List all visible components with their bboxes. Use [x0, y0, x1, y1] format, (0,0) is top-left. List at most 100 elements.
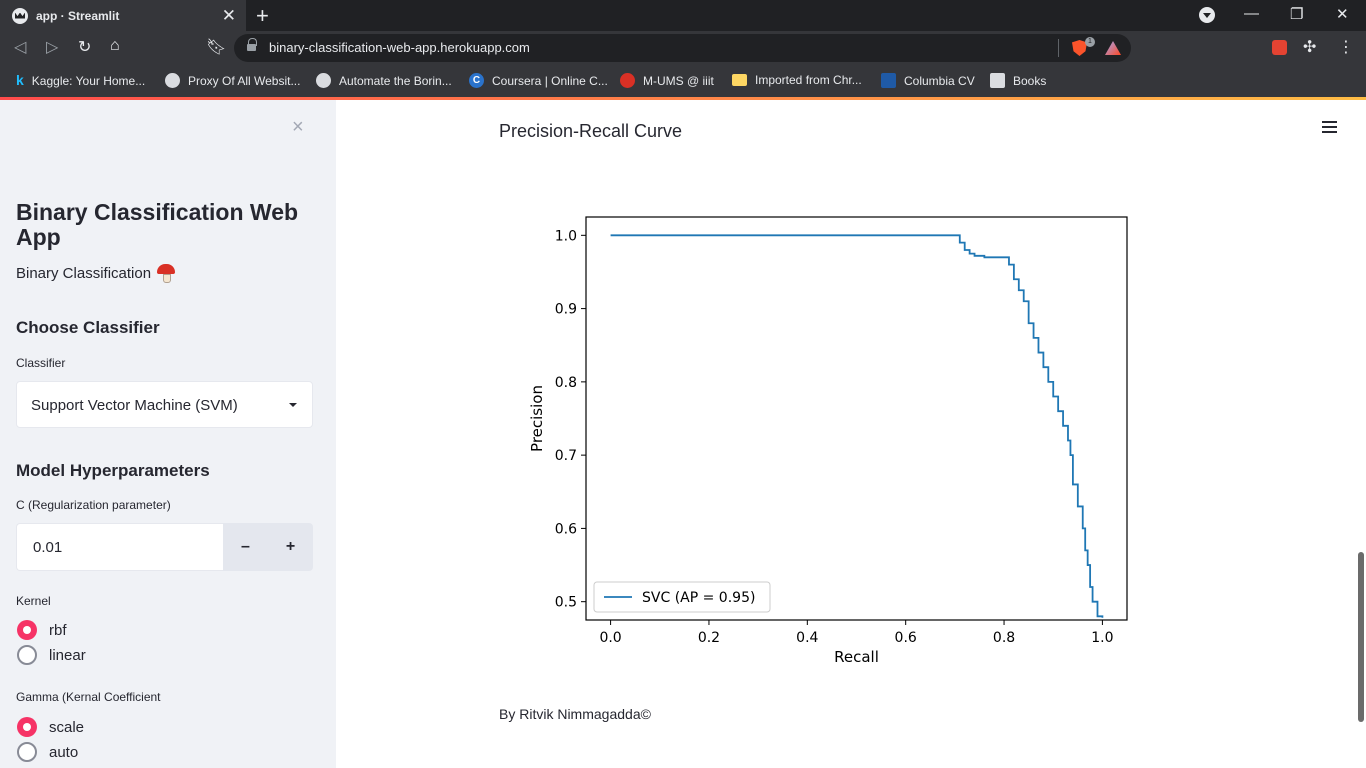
profile-icon[interactable] [1199, 7, 1215, 23]
home-icon[interactable]: ⌂ [110, 37, 120, 54]
x-tick-label: 0.4 [796, 630, 818, 646]
y-tick-label: 1.0 [555, 228, 577, 244]
legend-label: SVC (AP = 0.95) [642, 590, 755, 606]
bookmark-columbia[interactable]: Columbia CV [881, 73, 975, 88]
radio-unselected-icon [17, 645, 37, 665]
browser-menu-icon[interactable]: ⋮ [1338, 39, 1354, 56]
radio-label: auto [49, 743, 79, 761]
classifier-select[interactable]: Support Vector Machine (SVM) [16, 381, 313, 428]
bookmark-label: Columbia CV [904, 73, 975, 88]
globe-icon [316, 73, 331, 88]
brave-rewards-icon[interactable] [1105, 41, 1121, 55]
tab-close-icon[interactable]: ✕ [221, 6, 236, 25]
radio-label: rbf [49, 621, 67, 639]
sidebar-close-icon[interactable]: × [292, 116, 304, 138]
kernel-radio-linear[interactable]: linear [17, 645, 86, 665]
url-text[interactable]: binary-classification-web-app.herokuapp.… [269, 40, 530, 55]
coursera-icon: C [469, 73, 484, 88]
series-line-svc [610, 234, 1104, 618]
omnibox-divider [1058, 39, 1059, 57]
y-tick-label: 0.8 [555, 375, 577, 391]
footer-credit: By Ritvik Nimmagadda© [499, 706, 651, 722]
sidebar: × Binary Classification Web App Binary C… [0, 100, 336, 768]
extensions-icon[interactable]: ✣ [1303, 39, 1317, 56]
sidebar-title: Binary Classification Web App [16, 199, 299, 250]
books-icon [990, 73, 1005, 88]
bookmark-label: Automate the Borin... [339, 73, 452, 88]
sidebar-subtitle: Binary Classification [16, 264, 176, 283]
tab-title: app · Streamlit [36, 8, 120, 23]
c-parameter-input[interactable]: 0.01 [16, 523, 223, 571]
x-tick-label: 1.0 [1091, 630, 1113, 646]
bookmark-label: M-UMS @ iiit [643, 73, 714, 88]
choose-classifier-heading: Choose Classifier [16, 318, 160, 337]
kaggle-icon: k [16, 72, 24, 88]
increment-button[interactable]: + [268, 523, 313, 571]
precision-recall-chart: 0.0 0.2 0.4 0.6 0.8 1.0 0.5 0.6 0.7 0.8 0.9 1.0 Reca… [528, 216, 1128, 666]
y-tick-label: 0.9 [555, 302, 577, 318]
x-tick-label: 0.2 [698, 630, 720, 646]
x-tick-label: 0.6 [895, 630, 917, 646]
classifier-label: Classifier [16, 356, 66, 370]
bookmark-kaggle[interactable]: k Kaggle: Your Home... [16, 73, 145, 88]
bookmark-books[interactable]: Books [990, 73, 1046, 88]
kernel-label: Kernel [16, 594, 51, 608]
streamlit-icon [12, 7, 28, 24]
section-title: Precision-Recall Curve [499, 121, 683, 141]
bookmark-imported[interactable]: Imported from Chr... [732, 73, 862, 87]
back-icon[interactable]: ◁ [14, 39, 27, 56]
forward-icon[interactable]: ▷ [46, 39, 59, 56]
bookmark-coursera[interactable]: C Coursera | Online C... [469, 73, 608, 88]
bookmark-automate[interactable]: Automate the Borin... [316, 73, 452, 88]
address-bar[interactable]: binary-classification-web-app.herokuapp.… [234, 34, 1131, 62]
columbia-icon [881, 73, 896, 88]
page-scrollbar[interactable] [1358, 552, 1364, 722]
globe-icon [165, 73, 180, 88]
reload-icon[interactable]: ↻ [78, 39, 92, 56]
bookmark-mums[interactable]: M-UMS @ iiit [620, 73, 714, 88]
gamma-radio-auto[interactable]: auto [17, 742, 78, 762]
classifier-select-value: Support Vector Machine (SVM) [31, 397, 238, 414]
c-parameter-label: C (Regularization parameter) [16, 498, 171, 512]
radio-selected-icon [17, 717, 37, 737]
new-tab-icon[interactable]: + [256, 3, 269, 28]
legend-box [593, 581, 771, 613]
sidebar-subtitle-text: Binary Classification [16, 264, 152, 282]
gamma-radio-scale[interactable]: scale [17, 717, 84, 737]
bookmark-proxy[interactable]: Proxy Of All Websit... [165, 73, 300, 88]
bookmark-label: Kaggle: Your Home... [31, 73, 146, 88]
x-tick-label: 0.0 [599, 630, 621, 646]
browser-tab[interactable]: app · Streamlit ✕ [0, 0, 246, 31]
c-parameter-value: 0.01 [33, 539, 63, 556]
y-tick-label: 0.6 [555, 521, 577, 537]
bookmark-label: Proxy Of All Websit... [188, 73, 301, 88]
browser-toolbar: ◁ ▷ ↻ ⌂ 🔖︎ binary-classification-web-app… [0, 31, 1366, 65]
y-tick-label: 0.5 [555, 595, 577, 611]
model-hyperparameters-heading: Model Hyperparameters [16, 461, 210, 480]
browser-tab-strip: app · Streamlit ✕ + — ❐ ✕ [0, 0, 1366, 31]
plot-frame [585, 216, 1128, 621]
bookmark-label: Coursera | Online C... [492, 73, 608, 88]
decrement-button[interactable]: – [223, 523, 268, 571]
hamburger-menu-icon[interactable] [1322, 121, 1337, 133]
folder-icon [732, 74, 747, 86]
kernel-radio-rbf[interactable]: rbf [17, 620, 67, 640]
chevron-down-icon [289, 403, 297, 407]
lock-icon [247, 38, 257, 53]
brave-shield-icon[interactable] [1072, 40, 1087, 56]
bookmark-label: Imported from Chr... [755, 73, 862, 87]
x-axis-label: Recall [834, 648, 879, 666]
radio-selected-icon [17, 620, 37, 640]
gamma-label: Gamma (Kernal Coefficient [16, 690, 161, 704]
y-axis-label: Precision [528, 385, 546, 452]
window-close-icon[interactable]: ✕ [1336, 6, 1349, 23]
todoist-extension-icon[interactable] [1272, 40, 1287, 55]
restore-icon[interactable]: ❐ [1290, 6, 1304, 23]
minimize-icon[interactable]: — [1244, 5, 1259, 22]
bookmark-icon[interactable]: 🔖︎ [206, 39, 227, 56]
radio-label: linear [49, 646, 86, 664]
bookmarks-bar: k Kaggle: Your Home... Proxy Of All Webs… [0, 65, 1366, 97]
mums-icon [620, 73, 635, 88]
radio-label: scale [49, 718, 85, 736]
bookmark-label: Books [1013, 73, 1047, 88]
